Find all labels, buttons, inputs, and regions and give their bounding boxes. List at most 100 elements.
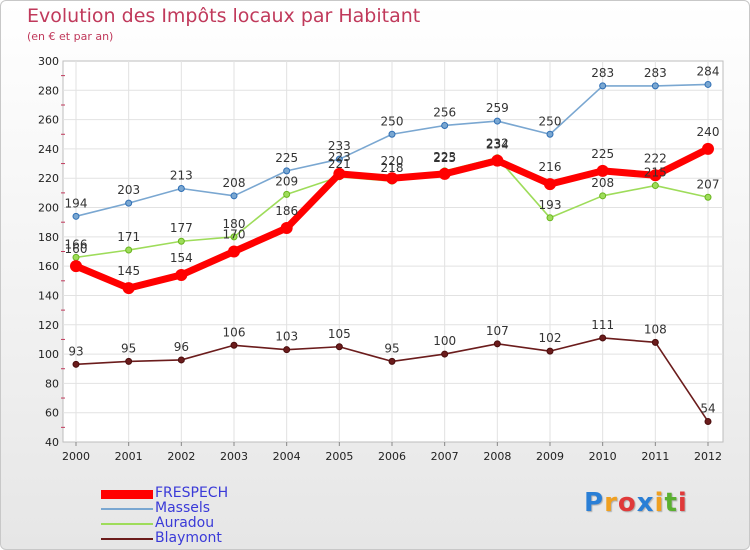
data-point-massels (335, 155, 343, 163)
data-point-blaymont (72, 360, 80, 368)
data-label-frespech: 220 (381, 154, 404, 168)
data-label-frespech: 170 (223, 228, 246, 242)
data-label-auradou: 177 (170, 221, 193, 235)
data-label-auradou: 171 (117, 230, 140, 244)
y-tick-label: 120 (38, 319, 59, 332)
x-tick-label: 2000 (62, 450, 90, 463)
data-label-blaymont: 54 (700, 401, 715, 415)
x-tick-label: 2010 (589, 450, 617, 463)
logo-letter: x (636, 488, 655, 518)
legend-swatch (101, 508, 153, 510)
data-point-blaymont (599, 334, 607, 342)
y-tick-label: 220 (38, 172, 59, 185)
data-point-blaymont (177, 356, 185, 364)
data-label-massels: 250 (539, 114, 562, 128)
data-point-blaymont (546, 347, 554, 355)
data-label-blaymont: 103 (275, 330, 298, 344)
data-label-auradou: 221 (328, 157, 351, 171)
legend-item-massels: Massels (101, 501, 301, 516)
y-tick-label: 80 (45, 377, 59, 390)
data-label-frespech: 186 (275, 204, 298, 218)
x-tick-label: 2008 (483, 450, 511, 463)
data-label-frespech: 145 (117, 264, 140, 278)
data-label-auradou: 166 (65, 237, 88, 251)
y-tick-label: 260 (38, 114, 59, 127)
data-point-massels (441, 121, 449, 129)
data-point-blaymont (704, 417, 712, 425)
data-label-massels: 225 (275, 151, 298, 165)
data-point-massels (704, 80, 712, 88)
legend-swatch (101, 523, 153, 525)
x-tick-label: 2012 (694, 450, 722, 463)
data-label-blaymont: 107 (486, 324, 509, 338)
proxiti-logo: Proxiti (584, 488, 688, 518)
logo-letter: P (584, 488, 605, 518)
chart-title: Evolution des Impôts locaux par Habitant (27, 5, 421, 27)
data-label-auradou: 209 (275, 174, 298, 188)
data-point-frespech (333, 167, 346, 180)
y-tick-label: 140 (38, 289, 59, 302)
data-point-auradou (704, 193, 712, 201)
legend-label: Auradou (155, 515, 215, 531)
data-point-auradou (177, 237, 185, 245)
data-point-auradou (599, 192, 607, 200)
data-point-frespech (280, 222, 293, 235)
data-label-frespech: 154 (170, 251, 193, 265)
data-label-frespech: 160 (65, 242, 88, 256)
data-point-frespech (70, 260, 82, 273)
y-tick-label: 240 (38, 143, 59, 156)
data-label-auradou: 180 (223, 217, 246, 231)
data-point-frespech (596, 164, 609, 177)
data-point-blaymont (125, 357, 133, 365)
y-tick-label: 40 (45, 436, 59, 449)
data-label-frespech: 216 (539, 160, 562, 174)
data-point-auradou (125, 246, 133, 254)
y-tick-label: 160 (38, 260, 59, 273)
x-tick-label: 2003 (220, 450, 248, 463)
plot-area (62, 60, 724, 443)
data-point-massels (72, 212, 80, 220)
data-point-auradou (546, 214, 554, 222)
data-point-massels (230, 192, 238, 200)
data-label-blaymont: 95 (384, 341, 399, 355)
data-point-blaymont (283, 346, 291, 354)
data-point-auradou (283, 190, 291, 198)
x-tick-label: 2005 (325, 450, 353, 463)
data-label-auradou: 208 (591, 176, 614, 190)
data-label-massels: 233 (328, 139, 351, 153)
data-label-massels: 203 (117, 183, 140, 197)
data-point-massels (599, 82, 607, 90)
data-label-blaymont: 100 (433, 334, 456, 348)
x-tick-label: 2007 (431, 450, 459, 463)
data-label-massels: 283 (644, 66, 667, 80)
data-point-frespech (228, 245, 240, 258)
data-label-auradou: 218 (381, 161, 404, 175)
data-label-auradou: 193 (539, 198, 562, 212)
y-tick-label: 200 (38, 202, 59, 215)
data-label-massels: 283 (591, 66, 614, 80)
data-label-blaymont: 102 (539, 331, 562, 345)
data-point-frespech (649, 169, 662, 182)
x-tick-label: 2004 (273, 450, 301, 463)
legend-item-blaymont: Blaymont (101, 531, 301, 546)
data-label-frespech: 223 (433, 150, 456, 164)
data-point-frespech (122, 282, 135, 295)
legend-label: FRESPECH (155, 485, 229, 501)
y-tick-label: 280 (38, 84, 59, 97)
data-label-frespech: 240 (697, 125, 720, 139)
data-label-frespech: 232 (486, 137, 509, 151)
data-point-frespech (386, 172, 398, 185)
data-point-massels (125, 199, 133, 207)
data-label-blaymont: 111 (591, 318, 614, 332)
legend-label: Blaymont (155, 530, 222, 546)
data-label-massels: 213 (170, 168, 193, 182)
data-point-frespech (702, 142, 714, 155)
legend-item-frespech: FRESPECH (101, 486, 301, 501)
logo-letter: i (654, 488, 665, 518)
data-point-blaymont (441, 350, 449, 358)
data-point-massels (388, 130, 396, 138)
data-point-auradou (651, 182, 659, 190)
legend-item-auradou: Auradou (101, 516, 301, 531)
data-label-blaymont: 106 (223, 325, 246, 339)
